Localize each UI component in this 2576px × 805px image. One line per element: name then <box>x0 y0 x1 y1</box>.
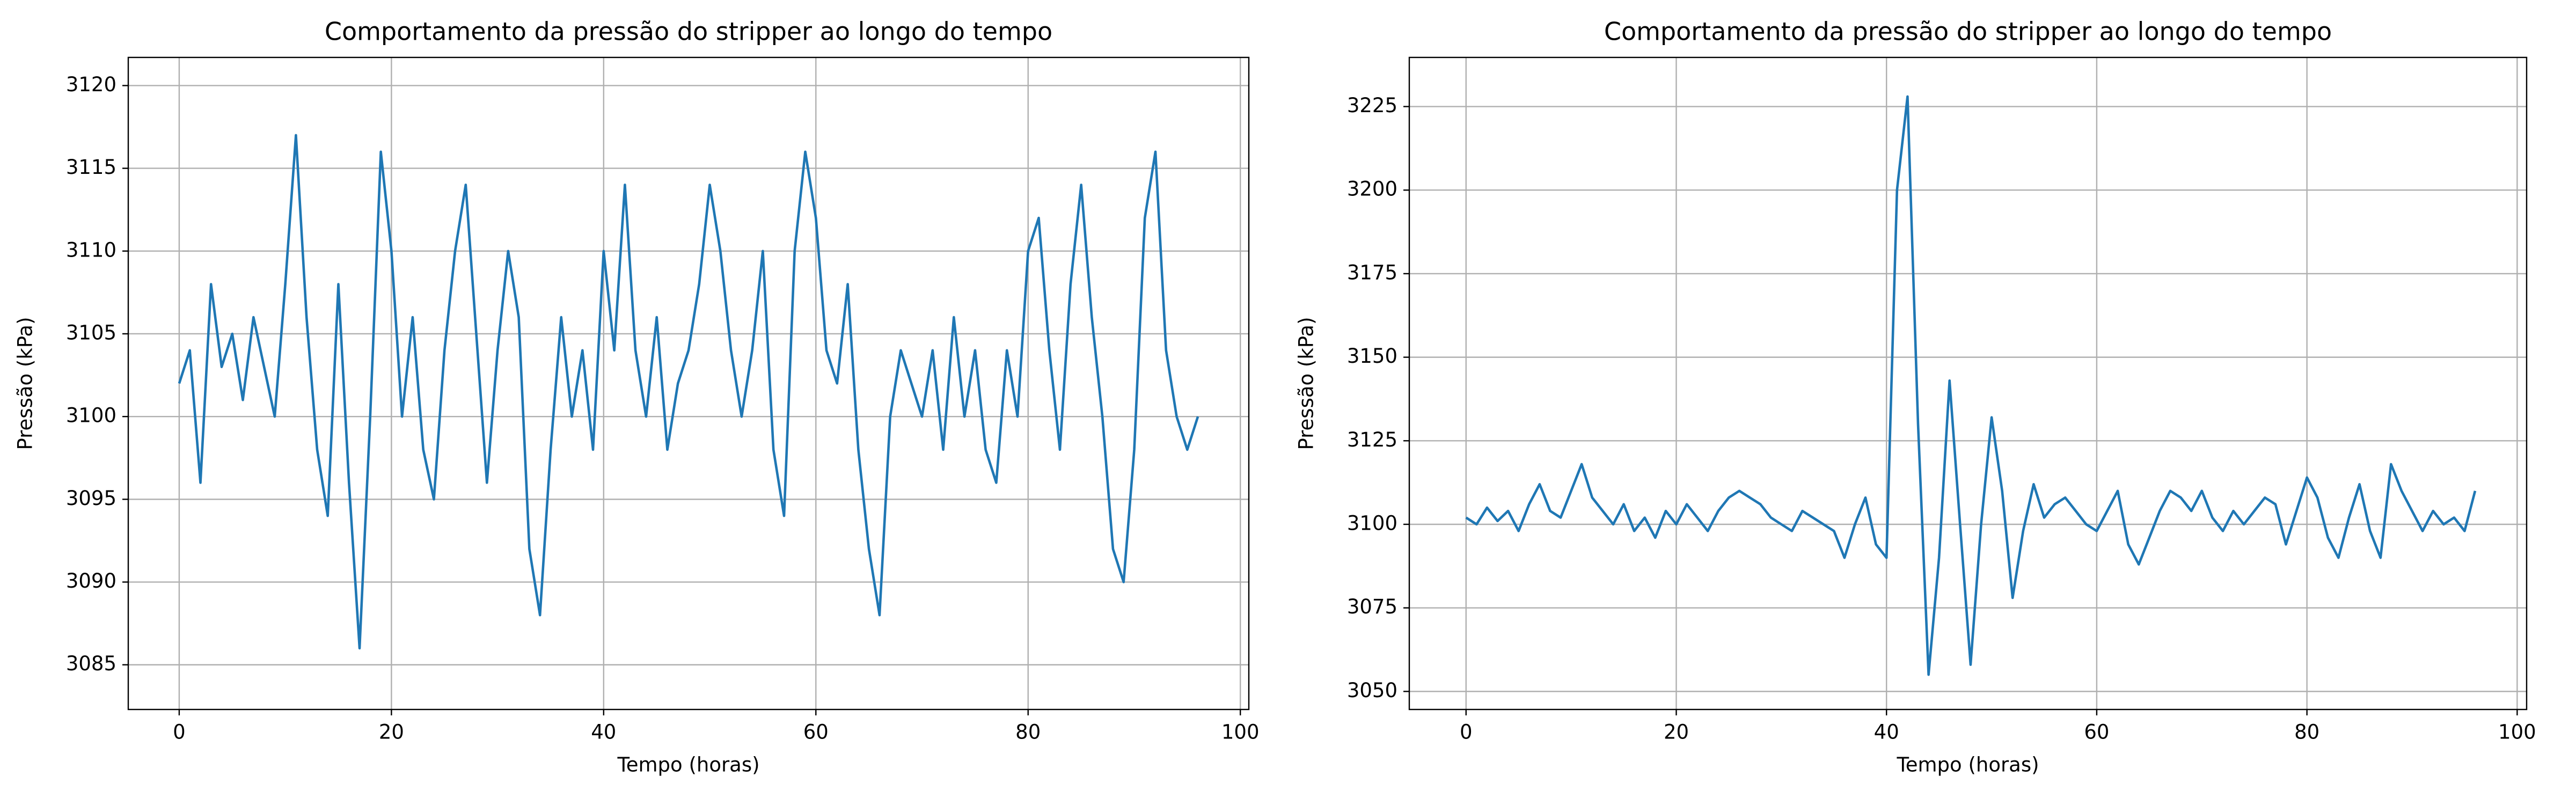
y-tick-label: 3200 <box>1347 178 1397 201</box>
y-tick-label: 3175 <box>1347 261 1397 284</box>
x-tick-label: 0 <box>173 721 186 744</box>
axes-frame <box>1408 56 2528 711</box>
axes: 0 20 40 60 80 100 3050 3075 3100 3125 3150 3175 3200… <box>1295 17 2536 777</box>
y-tick-label: 3075 <box>1347 595 1397 618</box>
x-tick-label: 0 <box>1460 721 1473 744</box>
y-tick-label: 3110 <box>66 238 116 261</box>
x-tick-label: 80 <box>2294 721 2319 744</box>
x-tick-label: 40 <box>591 721 616 744</box>
y-tick-label: 3225 <box>1347 94 1397 117</box>
x-tick-label: 20 <box>1664 721 1689 744</box>
y-tick-label: 3100 <box>1347 511 1397 535</box>
data-line <box>1465 95 2477 676</box>
chart-title: Comportamento da pressão do stripper ao … <box>325 17 1052 46</box>
y-tick-label: 3120 <box>66 73 116 96</box>
y-tick-label: 3150 <box>1347 345 1397 368</box>
axes: 0 20 40 60 80 100 3085 3090 3095 3100 3105 3110 3115… <box>14 17 1260 777</box>
x-axis-label: Tempo (horas) <box>617 753 759 777</box>
y-axis-label: Pressão (kPa) <box>1295 317 1318 450</box>
x-axis-label: Tempo (horas) <box>1896 753 2039 777</box>
y-tick-label: 3125 <box>1347 428 1397 451</box>
y-tick-label: 3095 <box>66 487 116 510</box>
y-tick-label: 3115 <box>66 156 116 179</box>
y-tick-label: 3090 <box>66 569 116 592</box>
x-tick-label: 100 <box>2498 721 2536 744</box>
data-line <box>178 134 1199 650</box>
x-tick-label: 100 <box>1221 721 1260 744</box>
y-axis-label: Pressão (kPa) <box>14 317 37 450</box>
x-tick-label: 80 <box>1015 721 1041 744</box>
y-tick-label: 3085 <box>66 652 116 675</box>
x-tick-label: 20 <box>379 721 404 744</box>
x-tick-label: 60 <box>2084 721 2109 744</box>
x-tick-label: 60 <box>803 721 829 744</box>
axes-frame <box>127 56 1250 711</box>
y-tick-label: 3100 <box>66 404 116 427</box>
x-tick-label: 40 <box>1874 721 1899 744</box>
y-tick-label: 3105 <box>66 321 116 344</box>
chart-title: Comportamento da pressão do stripper ao … <box>1604 17 2332 46</box>
y-tick-label: 3050 <box>1347 679 1397 702</box>
